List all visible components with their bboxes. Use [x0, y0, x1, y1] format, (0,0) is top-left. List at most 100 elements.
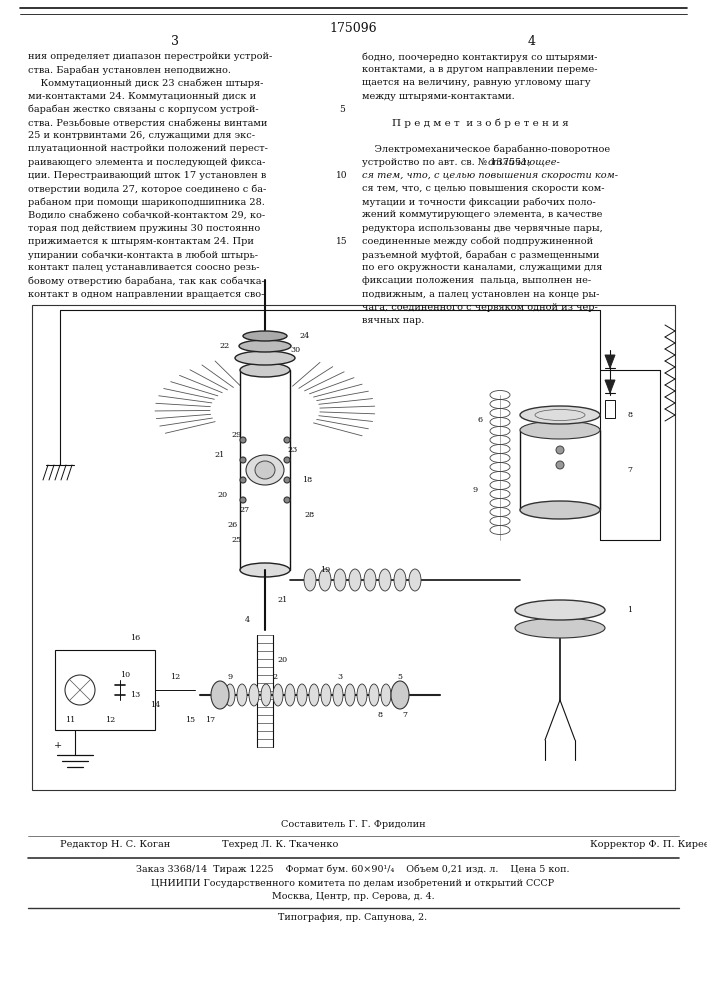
Text: 20: 20 [278, 656, 288, 664]
Ellipse shape [225, 684, 235, 706]
Text: Редактор Н. С. Коган: Редактор Н. С. Коган [60, 840, 170, 849]
Text: 2: 2 [272, 673, 278, 681]
Ellipse shape [261, 684, 271, 706]
Text: Коммутационный диск 23 снабжен штыря-: Коммутационный диск 23 снабжен штыря- [28, 78, 264, 88]
Ellipse shape [364, 569, 376, 591]
Text: 27: 27 [240, 506, 250, 514]
Text: Москва, Центр, пр. Серова, д. 4.: Москва, Центр, пр. Серова, д. 4. [271, 892, 434, 901]
Text: разъемной муфтой, барабан с размещенными: разъемной муфтой, барабан с размещенными [362, 250, 600, 259]
Text: +: + [54, 740, 62, 750]
Text: отличающее-: отличающее- [488, 158, 561, 167]
Text: 10: 10 [337, 171, 348, 180]
Text: 20: 20 [218, 491, 228, 499]
Text: вячных пар.: вячных пар. [362, 316, 424, 325]
Text: контакт палец устанавливается соосно резь-: контакт палец устанавливается соосно рез… [28, 263, 259, 272]
Text: Электромеханическое барабанно-поворотное: Электромеханическое барабанно-поворотное [362, 144, 610, 154]
Text: ЦНИИПИ Государственного комитета по делам изобретений и открытий СССР: ЦНИИПИ Государственного комитета по дела… [151, 878, 554, 888]
Text: 26: 26 [228, 521, 238, 529]
Bar [605, 400, 615, 418]
Text: ния определяет диапазон перестройки устрой-: ния определяет диапазон перестройки устр… [28, 52, 272, 61]
Text: плуатационной настройки положений перест-: плуатационной настройки положений перест… [28, 144, 268, 153]
Text: 8: 8 [628, 411, 633, 419]
Ellipse shape [409, 569, 421, 591]
Ellipse shape [394, 569, 406, 591]
Text: 14: 14 [150, 701, 160, 709]
Text: 3: 3 [171, 35, 179, 48]
Text: ства. Барабан установлен неподвижно.: ства. Барабан установлен неподвижно. [28, 65, 231, 75]
Ellipse shape [240, 497, 246, 503]
Ellipse shape [284, 477, 290, 483]
Text: устройство по авт. св. № 137551,: устройство по авт. св. № 137551, [362, 158, 534, 167]
Text: 7: 7 [402, 711, 407, 719]
Ellipse shape [369, 684, 379, 706]
Ellipse shape [309, 684, 319, 706]
Text: 13: 13 [130, 691, 140, 699]
Text: контакт в одном направлении вращается сво-: контакт в одном направлении вращается св… [28, 290, 264, 299]
Text: ся тем, что, с целью повышения скорости ком-: ся тем, что, с целью повышения скорости … [362, 184, 604, 193]
Ellipse shape [321, 684, 331, 706]
Text: Составитель Г. Г. Фридолин: Составитель Г. Г. Фридолин [281, 820, 426, 829]
Ellipse shape [273, 684, 283, 706]
Text: 29: 29 [232, 431, 242, 439]
Text: 12: 12 [170, 673, 180, 681]
Text: 22: 22 [220, 342, 230, 350]
Text: жений коммутирующего элемента, в качестве: жений коммутирующего элемента, в качеств… [362, 210, 602, 219]
Text: подвижным, а палец установлен на конце ры-: подвижным, а палец установлен на конце р… [362, 290, 600, 299]
Text: рабаном при помощи шарикоподшипника 28.: рабаном при помощи шарикоподшипника 28. [28, 197, 265, 207]
Text: 6: 6 [477, 416, 483, 424]
Ellipse shape [240, 363, 290, 377]
Ellipse shape [556, 461, 564, 469]
Text: 25: 25 [232, 536, 242, 544]
Ellipse shape [211, 681, 229, 709]
Text: мутации и точности фиксации рабочих поло-: мутации и точности фиксации рабочих поло… [362, 197, 595, 207]
Text: 11: 11 [65, 716, 75, 724]
Text: ся тем, что, с целью повышения скорости ком-: ся тем, что, с целью повышения скорости … [362, 171, 618, 180]
Ellipse shape [243, 331, 287, 341]
Text: 4: 4 [528, 35, 536, 48]
Ellipse shape [249, 684, 259, 706]
Text: торая под действием пружины 30 постоянно: торая под действием пружины 30 постоянно [28, 224, 260, 233]
Text: бодно, поочередно контактируя со штырями-: бодно, поочередно контактируя со штырями… [362, 52, 597, 62]
Text: 4: 4 [245, 616, 250, 624]
Text: щается на величину, равную угловому шагу: щается на величину, равную угловому шагу [362, 78, 590, 87]
Text: Водило снабжено собачкой-контактом 29, ко-: Водило снабжено собачкой-контактом 29, к… [28, 210, 265, 219]
Text: ми-контактами 24. Коммутационный диск и: ми-контактами 24. Коммутационный диск и [28, 92, 256, 101]
Text: П р е д м е т  и з о б р е т е н и я: П р е д м е т и з о б р е т е н и я [392, 118, 568, 127]
Text: 10: 10 [120, 671, 130, 679]
Ellipse shape [284, 497, 290, 503]
Ellipse shape [237, 684, 247, 706]
Text: 24: 24 [300, 332, 310, 340]
Text: 3: 3 [337, 673, 343, 681]
Text: Корректор Ф. П. Киреева: Корректор Ф. П. Киреева [590, 840, 707, 849]
Text: прижимается к штырям-контактам 24. При: прижимается к штырям-контактам 24. При [28, 237, 254, 246]
Text: чага, соединенного с червяком одной из чер-: чага, соединенного с червяком одной из ч… [362, 303, 597, 312]
Text: 15: 15 [185, 716, 195, 724]
Text: Типография, пр. Сапунова, 2.: Типография, пр. Сапунова, 2. [279, 913, 428, 922]
Ellipse shape [520, 406, 600, 424]
Text: 18: 18 [302, 476, 312, 484]
Text: 7: 7 [628, 466, 633, 474]
Ellipse shape [284, 437, 290, 443]
Ellipse shape [240, 563, 290, 577]
Ellipse shape [304, 569, 316, 591]
Text: 175096: 175096 [329, 22, 377, 35]
Polygon shape [605, 355, 615, 368]
Text: 5: 5 [397, 673, 402, 681]
Text: контактами, а в другом направлении переме-: контактами, а в другом направлении перем… [362, 65, 597, 74]
Text: 8: 8 [378, 711, 382, 719]
Ellipse shape [246, 455, 284, 485]
Text: 16: 16 [130, 634, 140, 642]
Ellipse shape [391, 681, 409, 709]
Ellipse shape [515, 618, 605, 638]
Text: между штырями-контактами.: между штырями-контактами. [362, 92, 515, 101]
Text: ции. Перестраивающий шток 17 установлен в: ции. Перестраивающий шток 17 установлен … [28, 171, 267, 180]
Text: 9: 9 [228, 673, 233, 681]
Ellipse shape [240, 457, 246, 463]
Ellipse shape [520, 421, 600, 439]
Text: 28: 28 [305, 511, 315, 519]
Text: отверстии водила 27, которое соединено с ба-: отверстии водила 27, которое соединено с… [28, 184, 267, 194]
Bar [32, 305, 675, 790]
Text: упирании собачки-контакта в любой штырь-: упирании собачки-контакта в любой штырь- [28, 250, 258, 259]
Ellipse shape [285, 684, 295, 706]
Text: 15: 15 [337, 237, 348, 246]
